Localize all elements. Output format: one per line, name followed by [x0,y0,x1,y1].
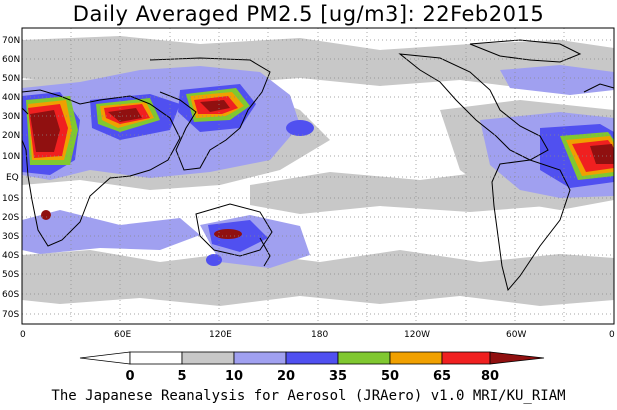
lon-label: 0 [20,330,26,340]
colorbar-segment [285,351,339,365]
lat-label: 70S [2,310,19,320]
lat-label: 50N [2,74,20,84]
colorbar-label: 5 [177,369,186,384]
lat-label: 40S [2,251,19,261]
lon-label: 120W [404,330,430,340]
latitude-labels: 70N 60N 50N 40N 30N 20N 10N EQ 10S 20S 3… [2,36,20,320]
lat-label: 20S [2,213,19,223]
colorbar-label: 50 [381,369,399,384]
longitude-labels: 0 60E 120E 180 120W 60W 0 [20,330,615,340]
colorbar-label: 0 [125,369,134,384]
lat-label: 50S [2,270,19,280]
lat-label: 10S [2,194,19,204]
lat-label: 40N [2,93,20,103]
concentration-field [22,36,614,306]
lat-label: 70N [2,36,20,46]
lat-label: 10N [2,152,20,162]
lat-label: 60S [2,290,19,300]
lon-label: 0 [609,330,615,340]
colorbar-label: 35 [329,369,347,384]
colorbar-segment [181,351,235,365]
lat-label: EQ [6,173,19,183]
colorbar-segment [389,351,443,365]
lon-label: 60W [506,330,526,340]
lon-label: 120E [209,330,232,340]
colorbar-segment [441,351,491,365]
colorbar-label: 80 [481,369,499,384]
graticule [22,28,614,324]
colorbar-segment [337,351,391,365]
colorbar-segment [129,351,183,365]
coastlines [21,39,615,292]
lat-label: 60N [2,55,20,65]
map-frame [21,27,615,325]
colorbar-segment [233,351,287,365]
colorbar [79,351,545,365]
colorbar-segment [489,351,545,365]
footer-credit: The Japanese Reanalysis for Aerosol (JRA… [51,388,566,404]
map-title: Daily Averaged PM2.5 [ug/m3]: 22Feb2015 [72,2,545,26]
colorbar-label: 20 [277,369,295,384]
colorbar-segment [79,351,131,365]
lon-label: 180 [311,330,328,340]
colorbar-label: 10 [225,369,243,384]
colorbar-label: 65 [433,369,451,384]
lat-label: 20N [2,131,20,141]
lat-label: 30N [2,112,20,122]
colorbar-labels: 0 5 10 20 35 50 65 80 [125,369,499,384]
lat-label: 30S [2,232,19,242]
lon-label: 60E [114,330,131,340]
